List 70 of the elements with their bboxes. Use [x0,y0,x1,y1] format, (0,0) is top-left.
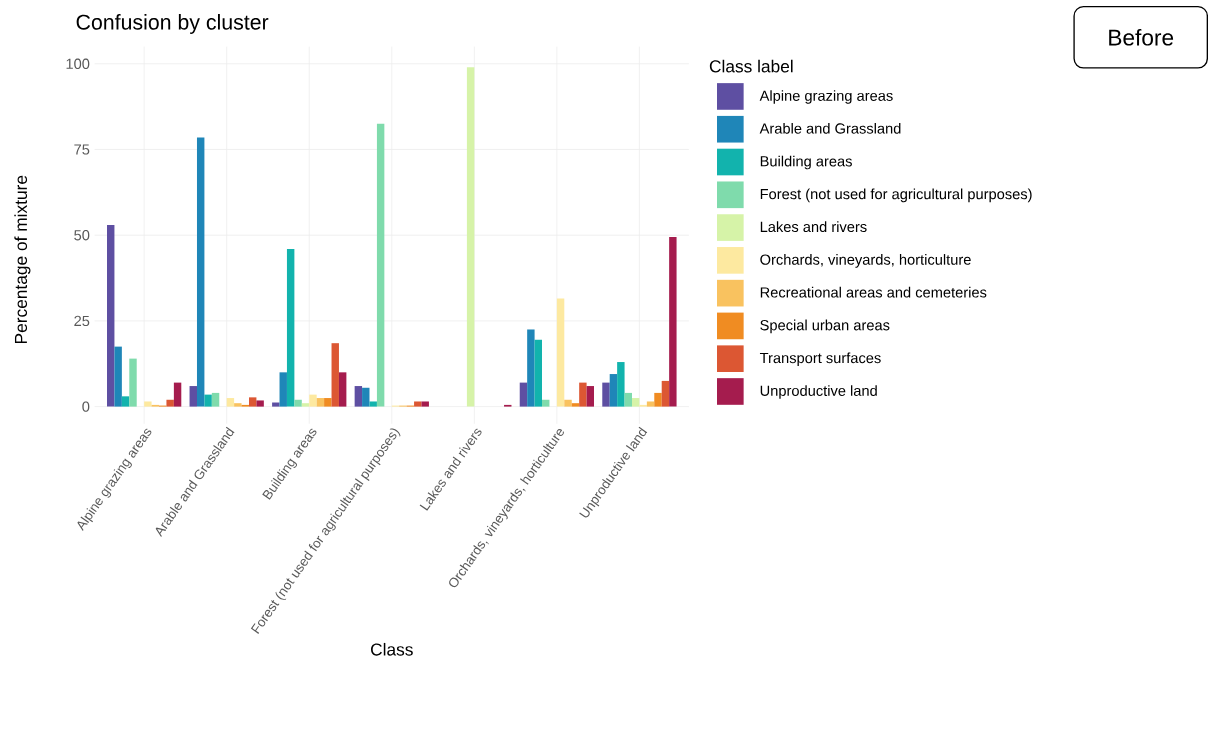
legend-label: Alpine grazing areas [759,90,893,104]
bar [624,392,632,407]
bar [279,372,287,407]
y-tick-label: 75 [74,144,90,155]
bar [294,399,302,407]
bar [466,67,475,407]
legend-label: Arable and Grassland [759,122,901,134]
bar [617,361,625,407]
bar [129,358,137,407]
bar [376,123,385,407]
bar [256,400,264,407]
bar [602,382,610,407]
bar [362,387,370,407]
bar [527,329,535,407]
y-tick-label: 100 [66,58,90,69]
legend-label: Unproductive land [760,385,877,399]
bar [173,382,182,407]
legend-label: Orchards, vineyards, horticulture [760,253,971,268]
legend-label: Special urban areas [760,319,890,334]
bar [107,224,115,407]
y-tick-label: 50 [74,229,90,241]
bar [571,403,580,407]
legend-label: Lakes and rivers [760,221,867,232]
bar [564,399,572,407]
bar [579,382,587,407]
bar [414,401,422,407]
bar [542,399,550,407]
y-axis-title: Percentage of mixture [14,175,31,343]
legend-label: Building areas [760,155,852,170]
bar [211,392,220,407]
bar [369,401,377,407]
bar [646,401,655,407]
bar [421,401,429,407]
bar [316,397,325,407]
bar [534,339,543,407]
bar [144,401,152,407]
bar [226,397,235,407]
bar [586,385,595,407]
bar [121,396,130,407]
bar [196,137,205,407]
text: Before [1109,28,1174,46]
bar [309,394,317,407]
bar [204,394,212,407]
bar [661,380,670,407]
bar [631,397,640,407]
legend-label: Transport surfaces [759,352,881,366]
bar [654,392,662,407]
legend-title: Class label [709,59,793,73]
bar [286,248,295,407]
x-axis-title: Class [371,642,413,656]
bar [272,402,280,407]
bar [519,382,528,407]
bar [248,397,257,407]
bar [338,372,347,407]
legend-label: Recreational areas and cemeteries [760,286,987,298]
bar [324,397,332,407]
legend-label: Forest (not used for agricultural purposes) [760,188,1032,203]
bar [301,403,310,407]
bar [331,343,339,407]
y-tick-label: 0 [82,401,90,412]
bar [166,399,174,407]
bar [556,298,565,407]
bar [114,346,122,407]
bar [669,236,677,407]
y-tick-label: 25 [74,315,90,326]
bar [609,373,618,407]
bar [354,385,363,407]
chart-title: Confusion by cluster [76,13,269,34]
bar [234,403,242,407]
bar [189,385,197,407]
